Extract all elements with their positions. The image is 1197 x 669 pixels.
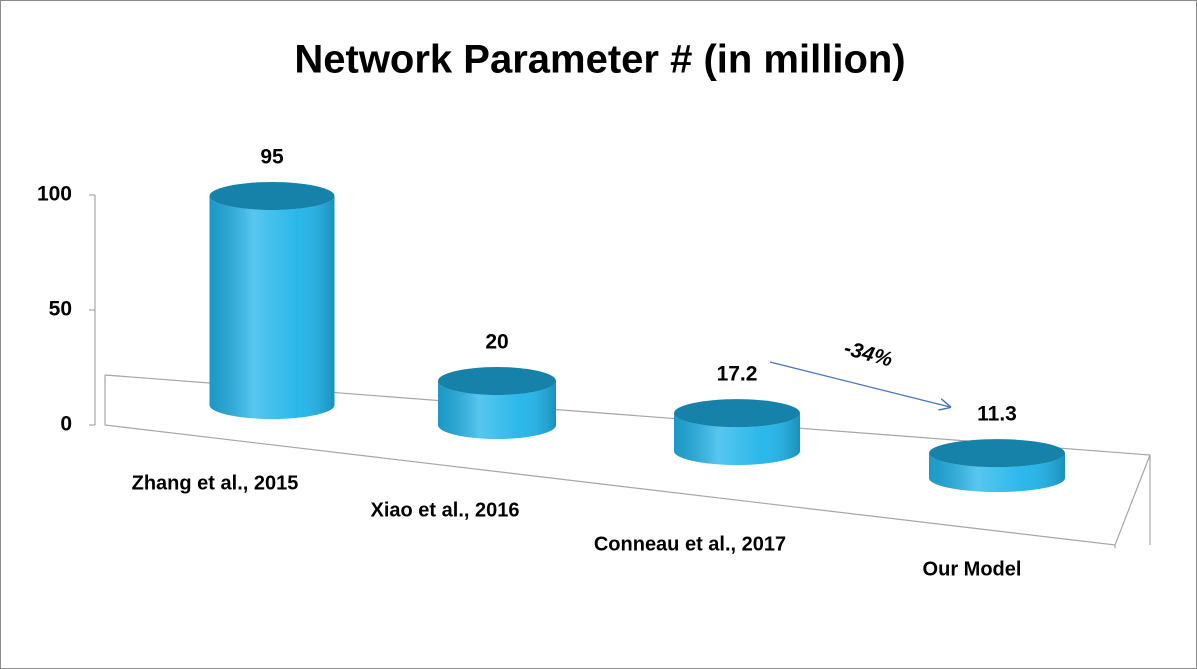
bar-top-shade	[438, 367, 556, 395]
value-label: 20	[485, 331, 508, 354]
annotation-arrow	[769, 361, 950, 407]
floor	[104, 375, 1151, 546]
bar-top	[929, 439, 1065, 468]
x-tick-label: Zhang et al., 2015	[132, 472, 299, 494]
bar-shade	[438, 381, 556, 439]
x-tick-label: Xiao et al., 2016	[371, 499, 520, 521]
value-label: 11.3	[977, 403, 1017, 426]
chart-title: Network Parameter # (in million)	[294, 38, 905, 82]
x-tick-label: Conneau et al., 2017	[594, 533, 786, 555]
bar-top	[438, 367, 556, 395]
bar-shade	[209, 196, 335, 420]
y-tick-label: 50	[49, 298, 72, 321]
bar-shade	[929, 453, 1065, 492]
y-tick-label: 100	[37, 183, 72, 206]
bar-top-shade	[209, 182, 335, 210]
bar-top-shade	[929, 439, 1065, 468]
x-tick-label: Our Model	[923, 558, 1022, 580]
bar-top	[209, 182, 335, 210]
bar-shade	[674, 413, 800, 465]
bar-top	[674, 399, 800, 428]
value-label: 95	[260, 146, 284, 169]
value-label: 17.2	[717, 363, 758, 386]
bar-top-shade	[674, 399, 800, 428]
y-tick-label: 0	[60, 413, 72, 436]
